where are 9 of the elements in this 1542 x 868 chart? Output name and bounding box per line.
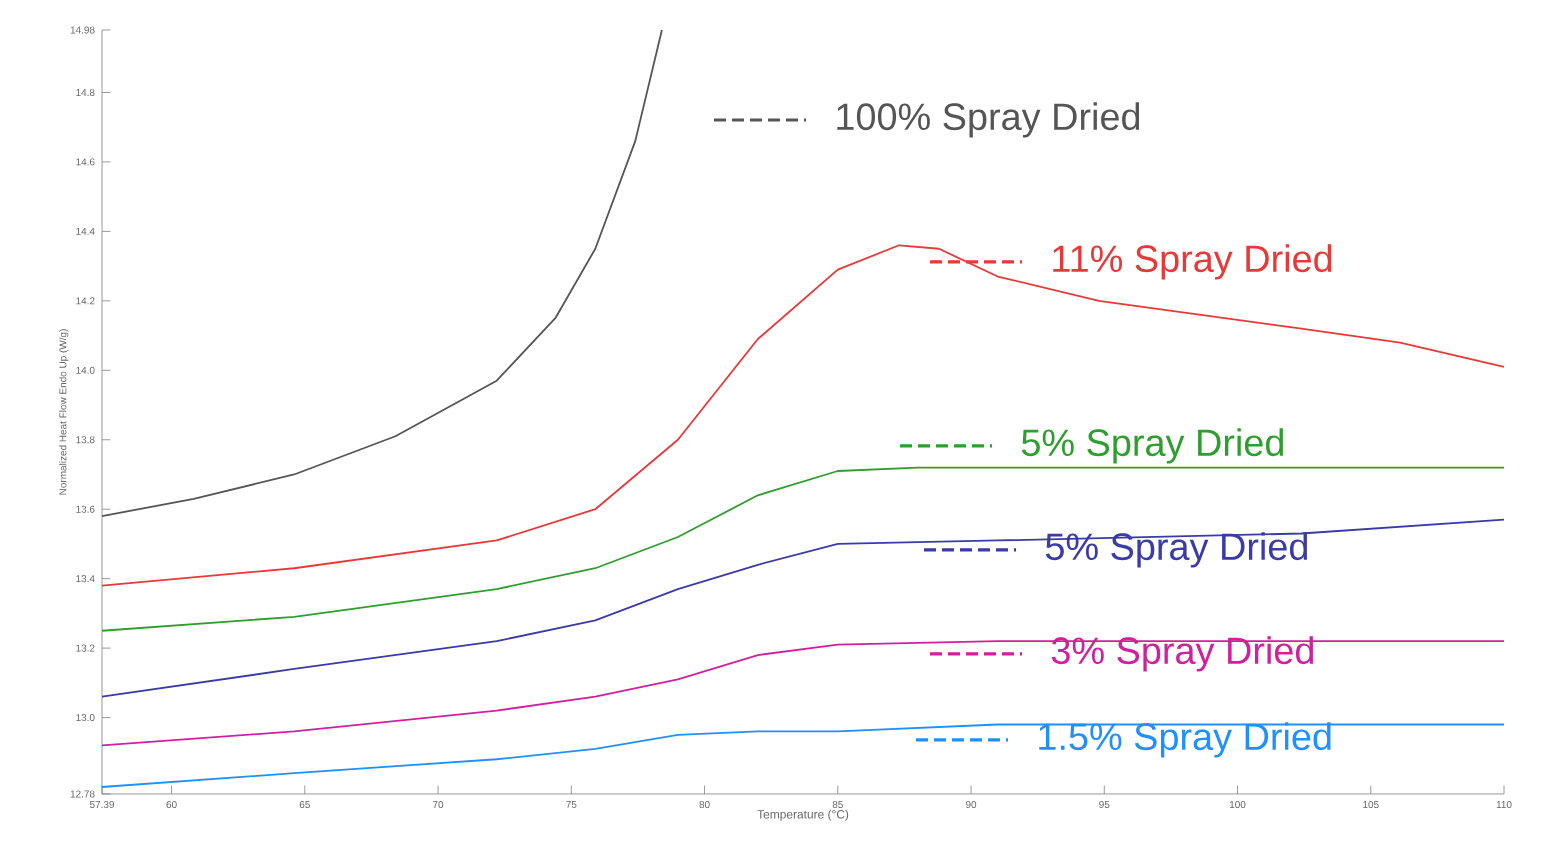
line-series [101, 29, 663, 518]
line-series [101, 518, 1505, 698]
legend-label: 5% Spray Dried [1021, 428, 1283, 464]
line-series [101, 723, 1505, 788]
legend-label: 100% Spray Dried [837, 102, 1140, 138]
legend-label: 5% Spray Dried [1045, 532, 1307, 568]
legend-label: 3% Spray Dried [1051, 636, 1313, 672]
legend-label: 1.5% Spray Dried [1039, 722, 1331, 758]
legend-label: 11% Spray Dried [1053, 244, 1332, 280]
